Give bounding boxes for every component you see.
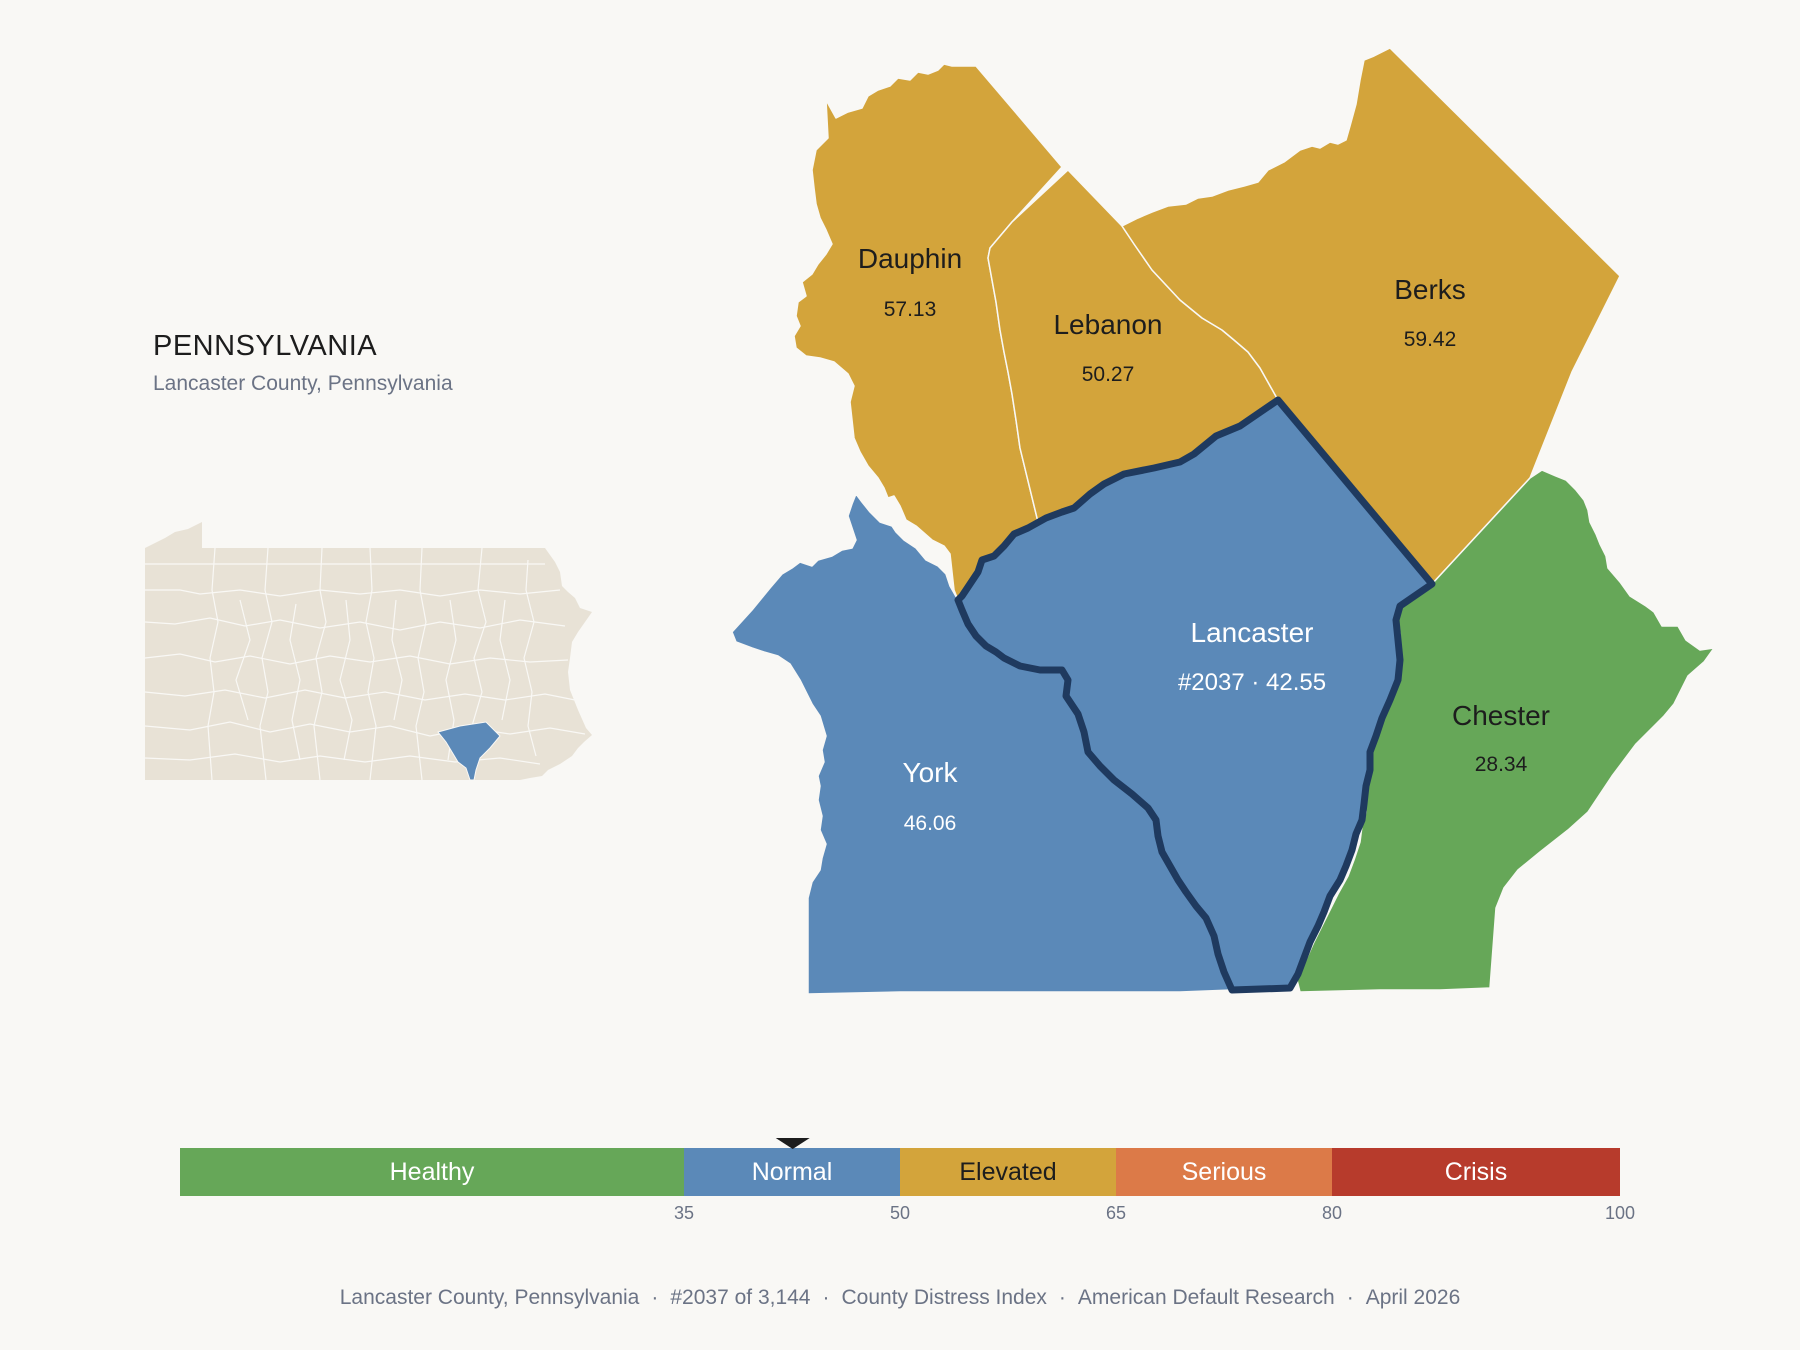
county-label-lebanon: Lebanon (1053, 309, 1162, 340)
inset-county-borders (144, 547, 586, 781)
county-label-lancaster: Lancaster (1191, 617, 1314, 648)
legend-label-healthy: Healthy (390, 1158, 475, 1186)
footer-index: County Distress Index (841, 1286, 1047, 1309)
state-subtitle: Lancaster County, Pennsylvania (153, 372, 453, 395)
pennsylvania-inset-map (144, 522, 592, 781)
county-label-york: York (902, 757, 958, 788)
county-value-dauphin: 57.13 (884, 298, 937, 321)
county-dauphin[interactable] (793, 63, 1063, 601)
legend-marker-icon (775, 1138, 810, 1149)
county-label-berks: Berks (1394, 274, 1466, 305)
county-value-berks: 59.42 (1404, 328, 1457, 351)
distress-legend: Healthy Normal Elevated Serious Crisis 35 50 65… (180, 1138, 1635, 1223)
legend-tick-80: 80 (1322, 1203, 1342, 1223)
county-value-chester: 28.34 (1475, 753, 1528, 776)
legend-label-normal: Normal (752, 1158, 833, 1186)
lancaster-inset-highlight (437, 721, 501, 781)
regional-county-map (731, 47, 1715, 995)
legend-segment-crisis (1332, 1148, 1620, 1196)
legend-label-crisis: Crisis (1445, 1158, 1508, 1186)
pennsylvania-state-shape (145, 522, 592, 780)
legend-label-elevated: Elevated (959, 1158, 1056, 1186)
legend-tick-100: 100 (1605, 1203, 1635, 1223)
legend-segment-serious (1116, 1148, 1332, 1196)
county-value-york: 46.06 (904, 812, 957, 835)
county-value-lancaster: #2037 · 42.55 (1178, 669, 1326, 696)
legend-segment-normal (684, 1148, 900, 1196)
footer-date: April 2026 (1365, 1286, 1461, 1309)
county-label-chester: Chester (1452, 700, 1550, 731)
footer-rank: #2037 of 3,144 (670, 1286, 811, 1309)
legend-segment-healthy (180, 1148, 684, 1196)
footer: Lancaster County, Pennsylvania · #2037 of … (339, 1286, 1461, 1309)
county-label-dauphin: Dauphin (858, 243, 962, 274)
footer-county: Lancaster County, Pennsylvania (339, 1286, 640, 1309)
county-lancaster[interactable] (954, 396, 1436, 994)
county-value-lebanon: 50.27 (1082, 363, 1135, 386)
legend-segment-elevated (900, 1148, 1116, 1196)
legend-tick-50: 50 (890, 1203, 910, 1223)
legend-tick-35: 35 (674, 1203, 694, 1223)
footer-source: American Default Research (1077, 1286, 1335, 1309)
legend-tick-65: 65 (1106, 1203, 1126, 1223)
county-berks[interactable] (1121, 47, 1621, 585)
legend-label-serious: Serious (1182, 1158, 1267, 1186)
state-title: PENNSYLVANIA (153, 330, 378, 362)
county-labels: Dauphin 57.13 Lebanon 50.27 Berks 59.42 … (858, 243, 1550, 835)
